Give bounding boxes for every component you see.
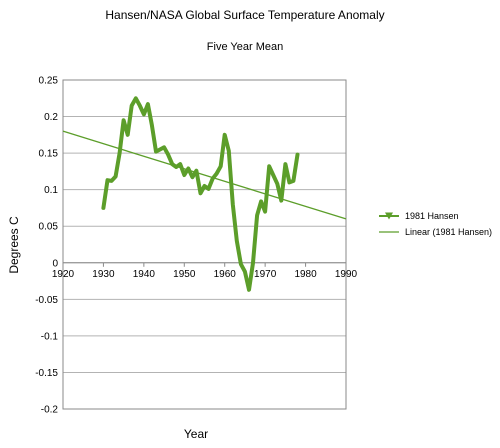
y-tick-label: 0.15 xyxy=(39,149,59,160)
x-tick-label: 1990 xyxy=(335,269,358,280)
y-tick-label: -0.2 xyxy=(41,405,59,416)
y-tick-label: -0.15 xyxy=(35,368,58,379)
x-axis-label: Year xyxy=(184,427,208,441)
plot-area xyxy=(62,79,347,410)
y-tick-label: -0.05 xyxy=(35,295,58,306)
legend-triangle-marker xyxy=(385,212,393,220)
y-tick-label: 0.1 xyxy=(44,185,58,196)
gridlines xyxy=(62,79,347,410)
x-tick-label: 1970 xyxy=(254,269,277,280)
tick-labels: -0.2 -0.15 -0.1 -0.05 0 0.05 0.1 0.15 0.2 0.25 192… xyxy=(35,76,357,416)
series-line-1981-hansen xyxy=(101,96,300,292)
legend-label-trendline: Linear (1981 Hansen) xyxy=(405,227,492,237)
y-axis-label: Degrees C xyxy=(7,216,21,274)
chart-subtitle: Five Year Mean xyxy=(207,41,283,53)
x-tick-label: 1940 xyxy=(133,269,156,280)
y-tick-label: 0.05 xyxy=(39,222,59,233)
trendline xyxy=(62,130,347,220)
legend-label-series: 1981 Hansen xyxy=(405,211,459,221)
y-tick-label: 0.2 xyxy=(44,112,58,123)
y-tick-label: -0.1 xyxy=(41,331,59,342)
x-tick-label: 1960 xyxy=(214,269,237,280)
x-tick-label: 1950 xyxy=(173,269,196,280)
x-tick-label: 1980 xyxy=(294,269,317,280)
y-tick-label: 0 xyxy=(52,258,58,269)
x-tick-label: 1920 xyxy=(52,269,75,280)
legend: 1981 Hansen Linear (1981 Hansen) xyxy=(379,211,492,237)
series-group xyxy=(62,96,347,292)
x-tick-label: 1930 xyxy=(92,269,115,280)
chart-title: Hansen/NASA Global Surface Temperature A… xyxy=(105,8,384,22)
y-tick-label: 0.25 xyxy=(39,76,59,87)
